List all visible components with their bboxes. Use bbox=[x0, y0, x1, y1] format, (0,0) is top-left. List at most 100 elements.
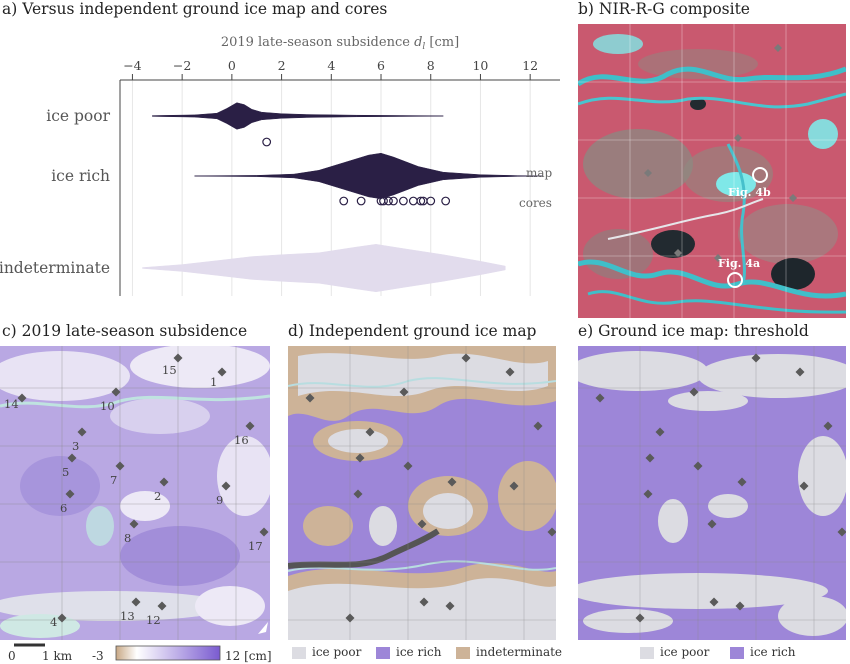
category-labels: ice poor ice rich indeterminate bbox=[0, 107, 111, 277]
ground-ice-image bbox=[288, 346, 556, 640]
site-label: 17 bbox=[248, 539, 263, 553]
panel-d-title: d) Independent ground ice map bbox=[288, 322, 537, 340]
site-marker bbox=[709, 597, 719, 607]
scalebar-label: 1 km bbox=[42, 649, 73, 663]
site-marker bbox=[217, 367, 227, 377]
core-marker bbox=[262, 137, 272, 147]
site-marker bbox=[509, 481, 519, 491]
site-marker bbox=[111, 387, 121, 397]
scalebar-zero: 0 bbox=[8, 649, 16, 663]
site-marker bbox=[173, 353, 183, 363]
site-marker bbox=[67, 453, 77, 463]
violin-chart: −4 −2 0 2 4 6 8 10 12 2019 late-season subsidenc… bbox=[0, 35, 560, 296]
north-arrow-icon bbox=[258, 622, 268, 634]
site-label: 14 bbox=[4, 397, 19, 411]
site-marker bbox=[403, 461, 413, 471]
site-marker bbox=[399, 387, 409, 397]
site-marker bbox=[751, 353, 761, 363]
site-marker bbox=[65, 489, 75, 499]
legend-ice-rich: ice rich bbox=[396, 645, 442, 659]
colorbar bbox=[115, 645, 221, 661]
site-marker bbox=[799, 481, 809, 491]
site-marker bbox=[305, 393, 315, 403]
ground-ice-map bbox=[288, 346, 556, 640]
label-fig-4a: Fig. 4a bbox=[718, 257, 760, 270]
site-label: 7 bbox=[110, 473, 117, 487]
site-marker bbox=[693, 461, 703, 471]
site-marker bbox=[131, 597, 141, 607]
site-label: 13 bbox=[120, 609, 135, 623]
tick-label: 2 bbox=[278, 58, 286, 73]
site-marker bbox=[635, 613, 645, 623]
core-marker bbox=[398, 196, 408, 206]
category-label-indeterminate: indeterminate bbox=[0, 259, 110, 277]
annotation-cores: cores bbox=[519, 196, 552, 210]
panel-e-title: e) Ground ice map: threshold bbox=[578, 322, 809, 340]
site-marker bbox=[823, 421, 833, 431]
site-marker bbox=[355, 453, 365, 463]
category-label-ice-poor: ice poor bbox=[46, 107, 110, 125]
site-marker bbox=[795, 367, 805, 377]
legend-swatch-ice-poor bbox=[292, 647, 306, 659]
legend-swatch-ice-rich bbox=[376, 647, 390, 659]
site-label: 9 bbox=[216, 493, 223, 507]
nir-composite-image: Fig. 4b Fig. 4a bbox=[578, 24, 846, 318]
core-marker bbox=[356, 196, 366, 206]
site-label: 6 bbox=[60, 501, 67, 515]
site-marker bbox=[77, 427, 87, 437]
site-label: 1 bbox=[210, 375, 217, 389]
violin-ice-poor bbox=[152, 102, 444, 130]
site-label: 12 bbox=[146, 613, 161, 627]
site-markers bbox=[595, 353, 846, 623]
site-label: 16 bbox=[234, 433, 249, 447]
core-marker bbox=[441, 196, 451, 206]
site-label: 4 bbox=[50, 615, 57, 629]
site-marker bbox=[445, 601, 455, 611]
panel-b-title: b) NIR-R-G composite bbox=[578, 0, 750, 18]
site-label: 3 bbox=[72, 439, 79, 453]
core-marker bbox=[408, 196, 418, 206]
site-markers bbox=[305, 353, 556, 623]
site-label: 5 bbox=[62, 465, 69, 479]
tick-label: −4 bbox=[123, 58, 141, 73]
threshold-image bbox=[578, 346, 846, 640]
site-marker bbox=[245, 421, 255, 431]
core-marker bbox=[379, 196, 388, 206]
site-marker bbox=[115, 461, 125, 471]
core-marker bbox=[426, 196, 436, 206]
site-label: 15 bbox=[162, 363, 177, 377]
core-marker bbox=[389, 196, 398, 206]
site-marker bbox=[447, 477, 457, 487]
nir-composite-map: Fig. 4b Fig. 4a bbox=[578, 24, 846, 318]
legend-ice-poor: ice poor bbox=[312, 645, 362, 659]
site-marker bbox=[221, 481, 231, 491]
site-marker bbox=[643, 489, 653, 499]
site-marker bbox=[689, 387, 699, 397]
core-markers bbox=[262, 137, 451, 206]
tick-label: −2 bbox=[173, 58, 191, 73]
site-label: 8 bbox=[124, 531, 131, 545]
site-marker bbox=[419, 597, 429, 607]
site-marker bbox=[259, 527, 269, 537]
label-fig-4b: Fig. 4b bbox=[728, 186, 771, 199]
core-marker bbox=[416, 196, 426, 206]
tick-label: 8 bbox=[427, 58, 435, 73]
violins bbox=[142, 102, 543, 293]
core-marker bbox=[384, 196, 393, 206]
site-label: 2 bbox=[154, 489, 161, 503]
legend-indeterminate: indeterminate bbox=[476, 645, 563, 659]
tick-label: 4 bbox=[327, 58, 335, 73]
site-marker bbox=[533, 421, 543, 431]
panel-c-title: c) 2019 late-season subsidence bbox=[2, 322, 248, 340]
category-label-ice-rich: ice rich bbox=[51, 167, 110, 185]
legend-ice-poor: ice poor bbox=[660, 645, 710, 659]
annotation-map: map bbox=[526, 166, 553, 180]
site-marker bbox=[505, 367, 515, 377]
legend-swatch-ice-rich bbox=[730, 647, 744, 659]
legend-swatch-ice-poor bbox=[640, 647, 654, 659]
tick-label: 10 bbox=[472, 58, 488, 73]
site-4a-circle bbox=[727, 272, 743, 288]
site-marker bbox=[365, 427, 375, 437]
tick-label: 0 bbox=[228, 58, 236, 73]
legend-ice-rich: ice rich bbox=[750, 645, 796, 659]
